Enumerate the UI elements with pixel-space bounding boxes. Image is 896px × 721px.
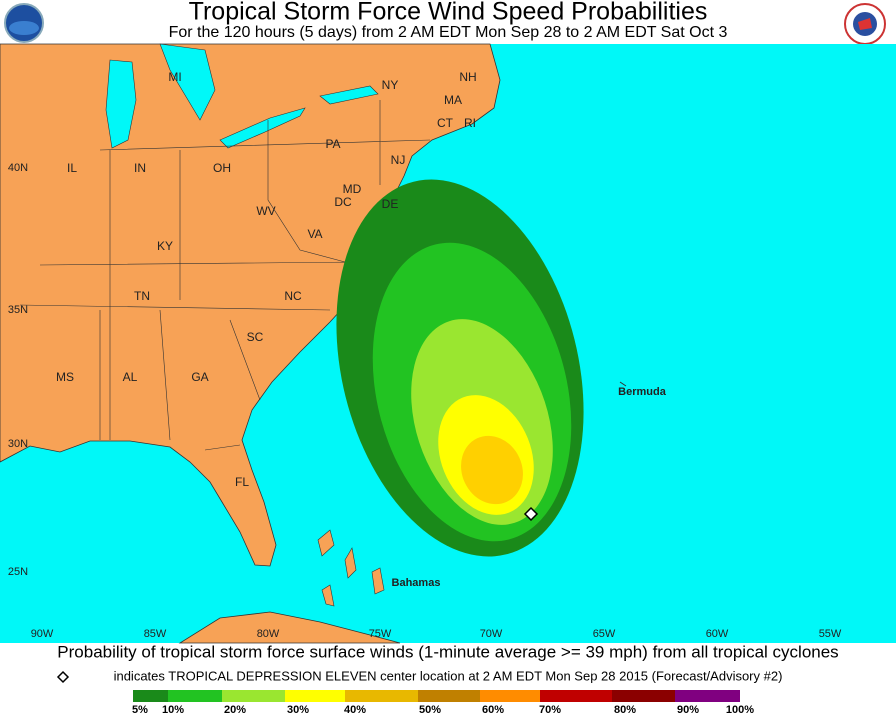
state-label: AL bbox=[123, 370, 138, 384]
state-label: KY bbox=[157, 239, 173, 253]
longitude-label: 85W bbox=[144, 628, 167, 640]
map: MI NY NH MA CT RI PA NJ OH IN IL MD DE DC WV VA KY TN NC SC… bbox=[0, 43, 896, 644]
state-label: MA bbox=[444, 93, 462, 107]
state-label: CT bbox=[437, 116, 454, 130]
longitude-label: 90W bbox=[31, 628, 54, 640]
state-label: DC bbox=[334, 195, 352, 209]
legend: 5% 10% 20% 30% 40% 50% 60% 70% 80% 90% 100% bbox=[132, 690, 754, 716]
legend-label: 30% bbox=[287, 704, 309, 716]
legend-label: 80% bbox=[614, 704, 636, 716]
state-borders bbox=[19, 100, 431, 451]
state-label: MS bbox=[56, 370, 74, 384]
probability-contours bbox=[336, 179, 584, 557]
nws-logo bbox=[844, 3, 886, 45]
legend-swatch bbox=[612, 690, 675, 702]
legend-swatch bbox=[345, 690, 418, 702]
state-label: NY bbox=[382, 78, 399, 92]
legend-label: 70% bbox=[539, 704, 561, 716]
state-label: PA bbox=[325, 137, 340, 151]
state-label: RI bbox=[464, 116, 476, 130]
description: Probability of tropical storm force surf… bbox=[57, 642, 838, 661]
legend-swatch bbox=[285, 690, 345, 702]
latitude-label: 40N bbox=[8, 162, 28, 174]
place-label: Bermuda bbox=[618, 386, 667, 398]
state-label: IN bbox=[134, 161, 146, 175]
state-label: DE bbox=[382, 197, 399, 211]
latitude-label: 30N bbox=[8, 438, 28, 450]
legend-label: 5% bbox=[132, 704, 148, 716]
lake-michigan bbox=[105, 59, 137, 149]
state-label: NH bbox=[459, 70, 476, 84]
state-label: NJ bbox=[391, 153, 406, 167]
latitude-label: 35N bbox=[8, 304, 28, 316]
state-label: MI bbox=[168, 70, 181, 84]
state-label: VA bbox=[307, 227, 322, 241]
longitude-label: 55W bbox=[819, 628, 842, 640]
state-label: GA bbox=[191, 370, 208, 384]
legend-label: 20% bbox=[224, 704, 246, 716]
legend-swatch bbox=[540, 690, 612, 702]
state-label: FL bbox=[235, 475, 249, 489]
longitude-label: 60W bbox=[706, 628, 729, 640]
longitude-label: 70W bbox=[480, 628, 503, 640]
title: Tropical Storm Force Wind Speed Probabil… bbox=[189, 0, 708, 26]
lake-ontario bbox=[319, 85, 379, 105]
state-label: IL bbox=[67, 161, 77, 175]
bermuda-marker bbox=[619, 381, 627, 387]
legend-label: 60% bbox=[482, 704, 504, 716]
legend-swatch bbox=[480, 690, 540, 702]
state-label: WV bbox=[256, 204, 275, 218]
noaa-logo bbox=[4, 3, 44, 43]
bahamas bbox=[317, 529, 385, 607]
land bbox=[0, 43, 501, 567]
longitude-label: 80W bbox=[257, 628, 280, 640]
legend-swatch bbox=[222, 690, 285, 702]
longitude-label: 75W bbox=[369, 628, 392, 640]
state-label: SC bbox=[247, 330, 264, 344]
legend-swatch bbox=[418, 690, 480, 702]
legend-label: 10% bbox=[162, 704, 184, 716]
storm-center-marker bbox=[523, 506, 539, 522]
subtitle: For the 120 hours (5 days) from 2 AM EDT… bbox=[169, 24, 728, 41]
diamond-icon bbox=[56, 670, 70, 684]
legend-swatch bbox=[675, 690, 740, 702]
legend-swatch bbox=[133, 690, 168, 702]
lake-huron bbox=[159, 43, 216, 121]
legend-label: 100% bbox=[726, 704, 754, 716]
state-label: OH bbox=[213, 161, 231, 175]
legend-label: 50% bbox=[419, 704, 441, 716]
note: indicates TROPICAL DEPRESSION ELEVEN cen… bbox=[114, 668, 783, 683]
place-label: Bahamas bbox=[392, 577, 441, 589]
legend-label: 40% bbox=[344, 704, 366, 716]
state-label: MD bbox=[343, 182, 362, 196]
legend-swatch bbox=[168, 690, 222, 702]
latitude-label: 25N bbox=[8, 566, 28, 578]
state-label: NC bbox=[284, 289, 302, 303]
longitude-label: 65W bbox=[593, 628, 616, 640]
lake-erie bbox=[219, 107, 306, 149]
cuba bbox=[178, 611, 401, 644]
state-label: TN bbox=[134, 289, 150, 303]
legend-label: 90% bbox=[677, 704, 699, 716]
